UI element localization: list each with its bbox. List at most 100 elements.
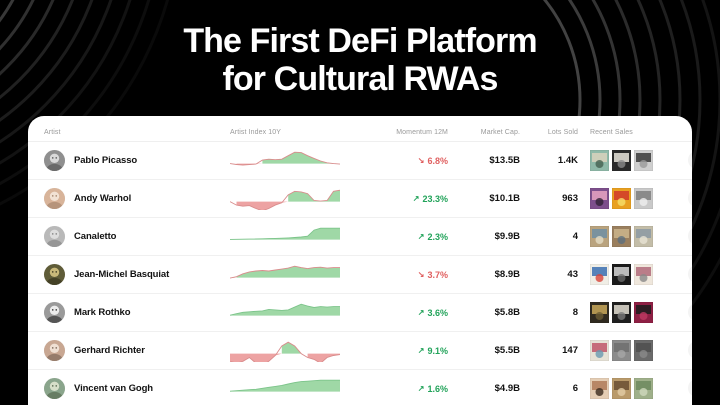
table-body: Pablo Picasso ↘ 6.8% $13.5B 1.4K Andy Warhol ↗… bbox=[28, 142, 692, 405]
row-action-cell bbox=[670, 378, 692, 399]
artist-cell: Canaletto bbox=[44, 226, 230, 247]
market-cap-value: $5.5B bbox=[494, 345, 520, 356]
bell-plus-icon[interactable] bbox=[688, 226, 692, 245]
recent-sales-cell bbox=[578, 150, 670, 171]
arrow-up-icon: ↗ bbox=[417, 345, 425, 355]
momentum-text: 3.7% bbox=[427, 269, 448, 280]
avatar bbox=[44, 378, 65, 399]
market-cap-value: $10.1B bbox=[489, 193, 520, 204]
arrow-up-icon: ↗ bbox=[412, 193, 420, 203]
momentum-value: ↗ 3.6% bbox=[370, 308, 448, 318]
artwork-thumbnail[interactable] bbox=[634, 264, 653, 285]
table-row[interactable]: Mark Rothko ↗ 3.6% $5.8B 8 bbox=[28, 294, 692, 332]
artist-index-sparkline bbox=[230, 378, 370, 400]
market-cap-value: $9.9B bbox=[494, 231, 520, 242]
column-header-lots-sold: Lots Sold bbox=[547, 129, 578, 136]
artwork-thumbnail[interactable] bbox=[590, 150, 609, 171]
artist-cell: Vincent van Gogh bbox=[44, 378, 230, 399]
artwork-thumbnail[interactable] bbox=[612, 302, 631, 323]
artist-index-sparkline bbox=[230, 188, 370, 210]
hero-heading: The First DeFi Platform for Cultural RWA… bbox=[0, 22, 720, 98]
artwork-thumbnail[interactable] bbox=[634, 378, 653, 399]
bell-plus-icon[interactable] bbox=[688, 264, 692, 283]
momentum-text: 9.1% bbox=[427, 345, 448, 356]
table-row[interactable]: Gerhard Richter ↗ 9.1% $5.5B 147 bbox=[28, 332, 692, 370]
momentum-text: 23.3% bbox=[422, 193, 448, 204]
bell-plus-icon[interactable] bbox=[688, 378, 692, 397]
artist-index-sparkline bbox=[230, 226, 370, 248]
table-row[interactable]: Vincent van Gogh ↗ 1.6% $4.9B 6 bbox=[28, 370, 692, 405]
row-action-cell bbox=[670, 340, 692, 361]
recent-sales-cell bbox=[578, 378, 670, 399]
artist-table-card: Artist Artist Index 10Y Momentum 12M Mar… bbox=[28, 116, 692, 405]
artwork-thumbnail[interactable] bbox=[634, 188, 653, 209]
column-header-index: Artist Index 10Y bbox=[230, 129, 282, 136]
recent-sales-cell bbox=[578, 302, 670, 323]
bell-plus-icon[interactable] bbox=[688, 302, 692, 321]
artist-name: Andy Warhol bbox=[74, 193, 132, 204]
arrow-up-icon: ↗ bbox=[417, 231, 425, 241]
bell-plus-icon[interactable] bbox=[688, 150, 692, 169]
market-cap-value: $8.9B bbox=[494, 269, 520, 280]
momentum-text: 1.6% bbox=[427, 383, 448, 394]
artwork-thumbnail[interactable] bbox=[612, 150, 631, 171]
momentum-value: ↗ 23.3% bbox=[370, 194, 448, 204]
market-cap-value: $13.5B bbox=[489, 155, 520, 166]
lots-sold-value: 8 bbox=[572, 307, 578, 318]
recent-sales-cell bbox=[578, 188, 670, 209]
arrow-up-icon: ↗ bbox=[417, 383, 425, 393]
table-row[interactable]: Pablo Picasso ↘ 6.8% $13.5B 1.4K bbox=[28, 142, 692, 180]
lots-sold-value: 1.4K bbox=[557, 155, 578, 166]
artist-cell: Jean-Michel Basquiat bbox=[44, 264, 230, 285]
row-action-cell bbox=[670, 302, 692, 323]
artwork-thumbnail[interactable] bbox=[590, 188, 609, 209]
momentum-value: ↘ 6.8% bbox=[370, 156, 448, 166]
market-cap-value: $5.8B bbox=[494, 307, 520, 318]
lots-sold-value: 43 bbox=[567, 269, 578, 280]
artist-name: Vincent van Gogh bbox=[74, 383, 153, 394]
bell-plus-icon[interactable] bbox=[688, 188, 692, 207]
momentum-value: ↗ 9.1% bbox=[370, 346, 448, 356]
artwork-thumbnail[interactable] bbox=[634, 340, 653, 361]
market-cap-value: $4.9B bbox=[494, 383, 520, 394]
column-header-momentum: Momentum 12M bbox=[396, 129, 448, 136]
artwork-thumbnail[interactable] bbox=[612, 340, 631, 361]
momentum-value: ↘ 3.7% bbox=[370, 270, 448, 280]
artwork-thumbnail[interactable] bbox=[612, 264, 631, 285]
artwork-thumbnail[interactable] bbox=[590, 226, 609, 247]
momentum-text: 3.6% bbox=[427, 307, 448, 318]
artist-name: Mark Rothko bbox=[74, 307, 131, 318]
artwork-thumbnail[interactable] bbox=[634, 150, 653, 171]
avatar bbox=[44, 150, 65, 171]
bell-plus-icon[interactable] bbox=[688, 340, 692, 359]
artwork-thumbnail[interactable] bbox=[590, 302, 609, 323]
artwork-thumbnail[interactable] bbox=[612, 378, 631, 399]
column-header-artist: Artist bbox=[44, 129, 61, 136]
avatar bbox=[44, 302, 65, 323]
momentum-value: ↗ 1.6% bbox=[370, 384, 448, 394]
table-row[interactable]: Andy Warhol ↗ 23.3% $10.1B 963 bbox=[28, 180, 692, 218]
arrow-down-icon: ↘ bbox=[417, 155, 425, 165]
artwork-thumbnail[interactable] bbox=[634, 226, 653, 247]
artwork-thumbnail[interactable] bbox=[590, 378, 609, 399]
hero-line-1: The First DeFi Platform bbox=[183, 22, 537, 60]
hero-line-2: for Cultural RWAs bbox=[222, 60, 499, 99]
momentum-text: 6.8% bbox=[427, 155, 448, 166]
lots-sold-value: 4 bbox=[572, 231, 578, 242]
recent-sales-cell bbox=[578, 264, 670, 285]
column-header-market-cap: Market Cap. bbox=[480, 129, 520, 136]
artist-name: Canaletto bbox=[74, 231, 117, 242]
artwork-thumbnail[interactable] bbox=[612, 188, 631, 209]
row-action-cell bbox=[670, 264, 692, 285]
row-action-cell bbox=[670, 150, 692, 171]
artwork-thumbnail[interactable] bbox=[612, 226, 631, 247]
artwork-thumbnail[interactable] bbox=[590, 264, 609, 285]
artwork-thumbnail[interactable] bbox=[634, 302, 653, 323]
column-header-recent-sales: Recent Sales bbox=[590, 129, 633, 136]
table-row[interactable]: Canaletto ↗ 2.3% $9.9B 4 bbox=[28, 218, 692, 256]
artwork-thumbnail[interactable] bbox=[590, 340, 609, 361]
momentum-value: ↗ 2.3% bbox=[370, 232, 448, 242]
arrow-up-icon: ↗ bbox=[417, 307, 425, 317]
artist-index-sparkline bbox=[230, 264, 370, 286]
table-row[interactable]: Jean-Michel Basquiat ↘ 3.7% $8.9B 43 bbox=[28, 256, 692, 294]
